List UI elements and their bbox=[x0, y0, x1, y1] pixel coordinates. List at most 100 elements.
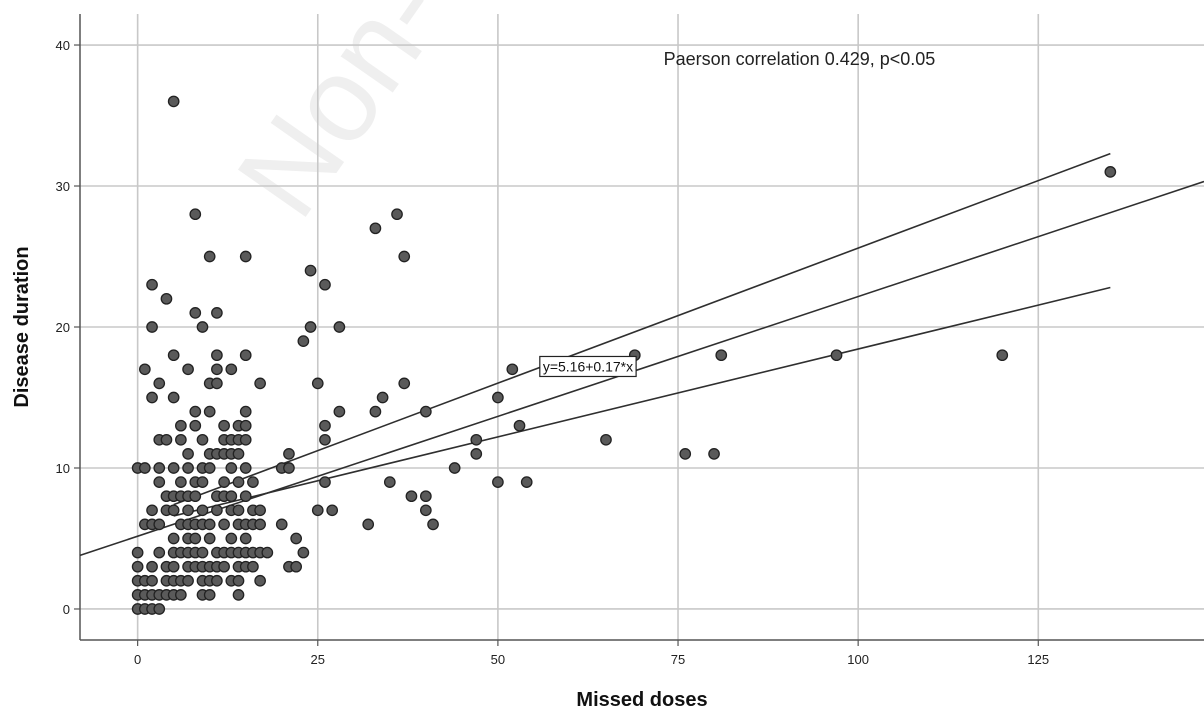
x-tick-label: 0 bbox=[134, 652, 141, 667]
data-point bbox=[167, 95, 180, 108]
data-point bbox=[369, 222, 382, 235]
data-point bbox=[211, 307, 223, 319]
x-tick-label: 125 bbox=[1027, 652, 1049, 667]
equation-text: y=5.16+0.17*x bbox=[543, 358, 633, 374]
data-point bbox=[239, 405, 252, 418]
data-point bbox=[290, 560, 303, 573]
data-point bbox=[275, 518, 288, 531]
data-point bbox=[175, 589, 187, 601]
data-point bbox=[182, 448, 194, 460]
data-point bbox=[319, 278, 331, 291]
y-tick-label: 10 bbox=[56, 461, 70, 476]
data-point bbox=[405, 490, 418, 503]
data-point bbox=[419, 490, 432, 503]
data-point bbox=[319, 419, 331, 432]
data-point bbox=[239, 419, 252, 432]
data-point bbox=[311, 504, 324, 517]
data-point bbox=[362, 518, 375, 531]
data-point bbox=[196, 504, 209, 517]
data-point bbox=[290, 532, 303, 545]
equation-box bbox=[539, 355, 637, 378]
data-point bbox=[153, 603, 166, 615]
data-point bbox=[333, 405, 346, 418]
data-point bbox=[391, 208, 403, 221]
data-point bbox=[167, 560, 180, 573]
data-point bbox=[297, 546, 310, 559]
data-point bbox=[167, 504, 180, 517]
data-point bbox=[239, 349, 252, 362]
data-point bbox=[311, 377, 324, 390]
y-tick-label: 20 bbox=[56, 320, 70, 335]
data-point bbox=[232, 574, 245, 587]
data-point bbox=[326, 504, 339, 517]
watermark-text: Non-com bbox=[212, 0, 601, 240]
data-point bbox=[254, 518, 266, 531]
data-point bbox=[470, 433, 483, 446]
data-point bbox=[153, 518, 166, 531]
data-point bbox=[182, 462, 194, 474]
data-point bbox=[398, 250, 411, 263]
data-point bbox=[419, 504, 432, 517]
correlation-annotation: Paerson correlation 0.429, p<0.05 bbox=[664, 49, 936, 69]
data-point bbox=[211, 363, 223, 376]
data-point bbox=[679, 448, 692, 460]
data-point bbox=[297, 335, 310, 347]
data-point bbox=[203, 532, 216, 545]
data-point bbox=[167, 349, 180, 362]
data-point bbox=[218, 419, 230, 432]
data-point bbox=[398, 377, 411, 390]
data-point bbox=[239, 250, 252, 263]
x-tick-label: 100 bbox=[847, 652, 869, 667]
data-point bbox=[304, 321, 317, 333]
data-point bbox=[196, 321, 209, 333]
data-point bbox=[160, 433, 173, 446]
data-point bbox=[138, 363, 151, 376]
ci-lower-line bbox=[173, 286, 1111, 517]
data-point bbox=[146, 321, 158, 333]
grid-layer bbox=[80, 14, 1204, 640]
data-point bbox=[470, 448, 483, 460]
data-point bbox=[232, 476, 245, 488]
data-point bbox=[225, 462, 238, 474]
watermark-layer: Non-com bbox=[212, 0, 601, 240]
y-tick-label: 30 bbox=[56, 179, 70, 194]
data-point bbox=[175, 419, 187, 432]
data-point bbox=[232, 589, 245, 601]
data-point bbox=[146, 560, 158, 573]
data-point bbox=[146, 278, 158, 291]
data-point bbox=[225, 532, 238, 545]
data-point bbox=[146, 391, 158, 404]
data-point bbox=[419, 405, 432, 418]
data-point bbox=[153, 546, 166, 559]
data-point bbox=[232, 504, 245, 517]
ci-upper-line bbox=[173, 152, 1111, 506]
data-point bbox=[427, 518, 439, 531]
data-point bbox=[211, 377, 223, 390]
x-tick-label: 75 bbox=[671, 652, 685, 667]
data-point bbox=[225, 490, 238, 503]
data-point bbox=[189, 532, 202, 545]
data-point bbox=[167, 532, 180, 545]
data-point bbox=[225, 363, 238, 376]
data-point bbox=[715, 349, 728, 362]
data-point bbox=[160, 292, 173, 305]
data-point bbox=[196, 433, 209, 446]
data-point bbox=[189, 405, 202, 418]
data-point bbox=[319, 433, 331, 446]
data-point bbox=[153, 462, 166, 474]
data-point bbox=[333, 321, 346, 333]
data-point bbox=[146, 504, 158, 517]
data-point bbox=[239, 490, 252, 503]
data-point bbox=[131, 560, 144, 573]
data-point bbox=[175, 476, 187, 488]
data-point bbox=[203, 405, 216, 418]
data-point bbox=[203, 250, 216, 263]
data-point bbox=[153, 377, 166, 390]
data-point bbox=[203, 462, 216, 474]
data-point bbox=[239, 532, 252, 545]
data-point bbox=[492, 476, 504, 488]
data-point bbox=[369, 405, 382, 418]
x-axis-title: Missed doses bbox=[576, 689, 707, 708]
data-point bbox=[383, 476, 396, 488]
axis-layer: 0 25 50 75 100 125 0 10 20 30 40 bbox=[56, 14, 1204, 667]
